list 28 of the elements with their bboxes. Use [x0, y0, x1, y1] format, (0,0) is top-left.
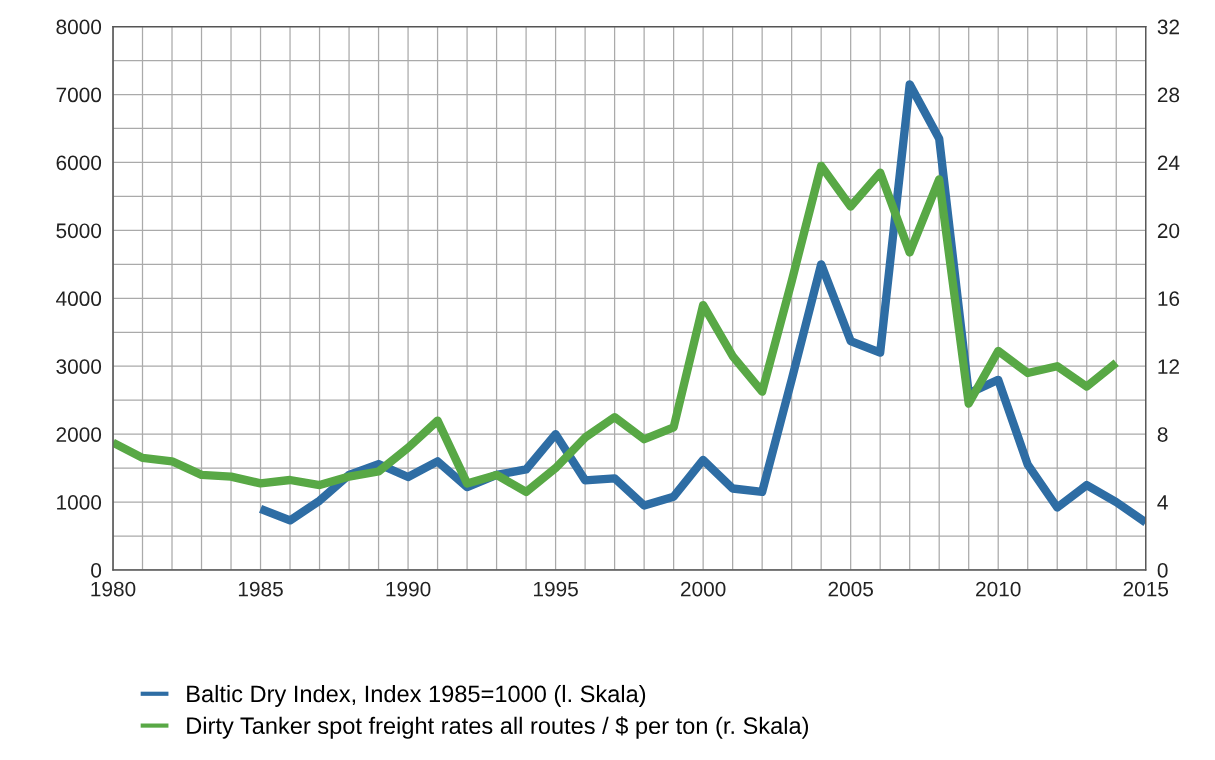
y2-tick-label: 4 [1157, 495, 1168, 510]
x-tick-label: 2005 [828, 581, 873, 597]
legend-label: Baltic Dry Index, Index 1985=1000 (l. Skala) [187, 684, 646, 707]
x-tick-label: 1985 [238, 581, 283, 597]
y2-tick-label: 28 [1157, 87, 1180, 103]
y-tick-label: 7000 [56, 87, 102, 103]
y2-tick-label: 16 [1158, 291, 1180, 307]
x-tick-label: 2010 [976, 581, 1021, 597]
y-tick-label: 4000 [56, 291, 102, 307]
x-tick-label: 1995 [534, 581, 578, 597]
y2-tick-label: 8 [1157, 427, 1168, 442]
legend-label: Dirty Tanker spot freight rates all routes / $ per ton (r. Skala) [187, 716, 809, 739]
y-tick-label: 8000 [56, 19, 102, 35]
y-tick-label: 5000 [56, 223, 102, 239]
x-tick-label: 2015 [1123, 581, 1169, 597]
y-tick-label: 0 [91, 563, 102, 578]
y2-tick-label: 12 [1158, 359, 1179, 374]
y2-tick-label: 20 [1157, 223, 1180, 239]
y-tick-label: 6000 [56, 155, 102, 171]
y-tick-label: 3000 [56, 359, 102, 374]
y2-tick-label: 0 [1157, 563, 1168, 578]
y-tick-label: 1000 [57, 495, 102, 510]
y2-tick-label: 24 [1157, 155, 1180, 170]
y-tick-label: 2000 [56, 427, 102, 442]
x-tick-label: 1990 [386, 581, 431, 597]
x-tick-label: 1980 [91, 581, 136, 597]
y2-tick-label: 32 [1157, 19, 1179, 35]
x-tick-label: 2000 [681, 581, 726, 597]
